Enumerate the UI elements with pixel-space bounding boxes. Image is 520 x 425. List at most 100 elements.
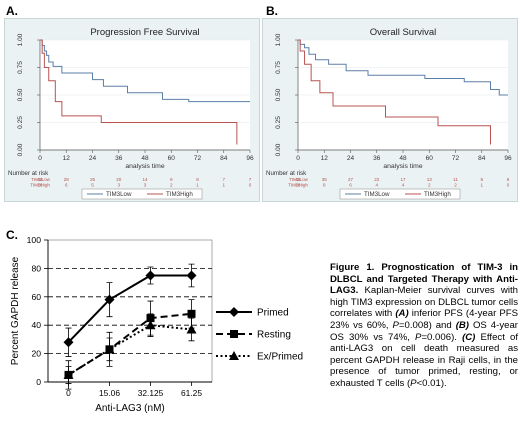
x-tick-label: 12	[321, 155, 329, 162]
y-tick-label: 0.25	[17, 116, 24, 129]
risk-count: 20	[116, 177, 122, 182]
y-tick-label: 20	[31, 349, 41, 359]
series-line-ex-primed	[67, 324, 192, 376]
risk-count: 13	[427, 177, 433, 182]
point-resting	[187, 309, 196, 318]
survival-curve-tim3high	[40, 39, 238, 145]
legend-marker-resting	[230, 330, 238, 338]
risk-count: 7	[249, 177, 252, 182]
risk-count: 3	[144, 183, 147, 188]
x-tick-label: 72	[452, 155, 460, 162]
risk-count: 16	[295, 183, 301, 188]
x-axis-label: analysis time	[383, 163, 423, 170]
legend-marker-primed	[229, 307, 239, 317]
y-axis-label: Percent GAPDH release	[10, 256, 21, 365]
y-tick-label: 0.50	[275, 88, 282, 101]
x-tick-label: 15.06	[99, 388, 120, 398]
point-ex-primed	[104, 344, 115, 354]
caption-p-3: P	[410, 377, 417, 389]
legend-entry-tim3high: TIM3High	[424, 191, 451, 198]
legend-marker-ex-primed	[229, 351, 239, 360]
figure-caption: Figure 1. Prognostication of TIM-3 in DL…	[330, 262, 518, 390]
x-tick-label: 96	[504, 155, 512, 162]
x-tick-label: 96	[246, 155, 254, 162]
caption-text-3: =0.008) and	[398, 319, 456, 331]
risk-count: 35	[322, 177, 328, 182]
risk-count: 25	[90, 177, 96, 182]
risk-count: 5	[91, 183, 94, 188]
risk-count: 16	[37, 183, 43, 188]
y-tick-label: 1.00	[17, 33, 24, 46]
point-primed	[145, 270, 156, 281]
legend-box	[339, 188, 461, 200]
x-tick-label: 24	[347, 155, 355, 162]
chart-title: Overall Survival	[370, 27, 437, 38]
legend-entry-tim3low: TIM3Low	[364, 191, 390, 198]
risk-count: 4	[402, 183, 405, 188]
x-axis-label: Anti-LAG3 (nM)	[95, 403, 164, 414]
caption-text-5: =0.006).	[421, 331, 463, 343]
x-tick-label: 48	[399, 155, 407, 162]
x-tick-label: 24	[89, 155, 97, 162]
x-tick-label: 84	[478, 155, 486, 162]
y-tick-label: 60	[31, 292, 41, 302]
caption-text-2: inferior PFS (4-year PFS 23% vs 60%,	[330, 308, 518, 331]
risk-count: 43	[295, 177, 301, 182]
risk-count: 6	[65, 183, 68, 188]
risk-count: 7	[222, 177, 225, 182]
chart-progression-free-survival: Progression Free Survival 0.00 0.25 0.50 0.7…	[4, 18, 260, 202]
y-tick-label: 40	[31, 320, 41, 330]
risk-count: 22	[374, 177, 380, 182]
risk-row-label-tim3low: TIM3Low	[289, 177, 309, 182]
y-tick-label: 0.75	[17, 61, 24, 74]
risk-row-label-tim3high: TIM3High	[30, 183, 50, 188]
panel-b-letter: B.	[266, 4, 278, 18]
risk-count: 9	[170, 177, 173, 182]
y-tick-label: 100	[27, 235, 42, 245]
risk-count: 2	[454, 183, 457, 188]
y-tick-label: 1.00	[275, 33, 282, 46]
x-tick-label: 84	[220, 155, 228, 162]
risk-count: 2	[170, 183, 173, 188]
x-tick-label: 0	[66, 388, 71, 398]
risk-count: 43	[37, 177, 43, 182]
y-tick-label: 80	[31, 263, 41, 273]
risk-count: 4	[375, 183, 378, 188]
point-primed	[104, 294, 115, 305]
risk-count: 1	[222, 183, 225, 188]
y-tick-label: 0.50	[17, 88, 24, 101]
risk-count: 27	[348, 177, 354, 182]
x-tick-label: 61.25	[181, 388, 202, 398]
x-tick-label: 36	[373, 155, 381, 162]
survival-curve-tim3low	[40, 39, 250, 103]
x-tick-label: 0	[296, 155, 300, 162]
legend-entry-tim3high: TIM3High	[166, 191, 193, 198]
x-axis-label: analysis time	[125, 163, 165, 170]
caption-label-a: (A)	[395, 308, 409, 320]
caption-title: Figure 1. Prognostication of TIM-3 in DL…	[330, 262, 518, 297]
risk-count: 14	[142, 177, 148, 182]
x-tick-label: 72	[194, 155, 202, 162]
risk-count: 8	[196, 177, 199, 182]
chart-gapdh-release: 0 20 40 60 80 100 0 15.06 32.125 61.25 Percent GAP…	[10, 235, 303, 414]
point-primed	[63, 337, 74, 348]
legend-entry-primed: Primed	[257, 308, 289, 319]
risk-count: 28	[64, 177, 70, 182]
point-ex-primed	[186, 324, 197, 334]
survival-curve-tim3low	[298, 39, 508, 96]
risk-count: 8	[480, 177, 483, 182]
x-tick-label: 0	[38, 155, 42, 162]
risk-count: 6	[507, 177, 510, 182]
panel-c-letter: C.	[6, 228, 18, 242]
legend-entry-ex-primed: Ex/Primed	[257, 352, 303, 363]
caption-text-7: <0.01).	[416, 377, 447, 389]
legend-box	[81, 188, 203, 200]
risk-count: 6	[349, 183, 352, 188]
risk-count: 8	[323, 183, 326, 188]
risk-row-label-tim3low: TIM3Low	[31, 177, 51, 182]
caption-label-b: (B)	[455, 319, 470, 331]
risk-table-label: Number at risk	[266, 170, 307, 177]
risk-count: 17	[400, 177, 406, 182]
risk-count: 2	[428, 183, 431, 188]
